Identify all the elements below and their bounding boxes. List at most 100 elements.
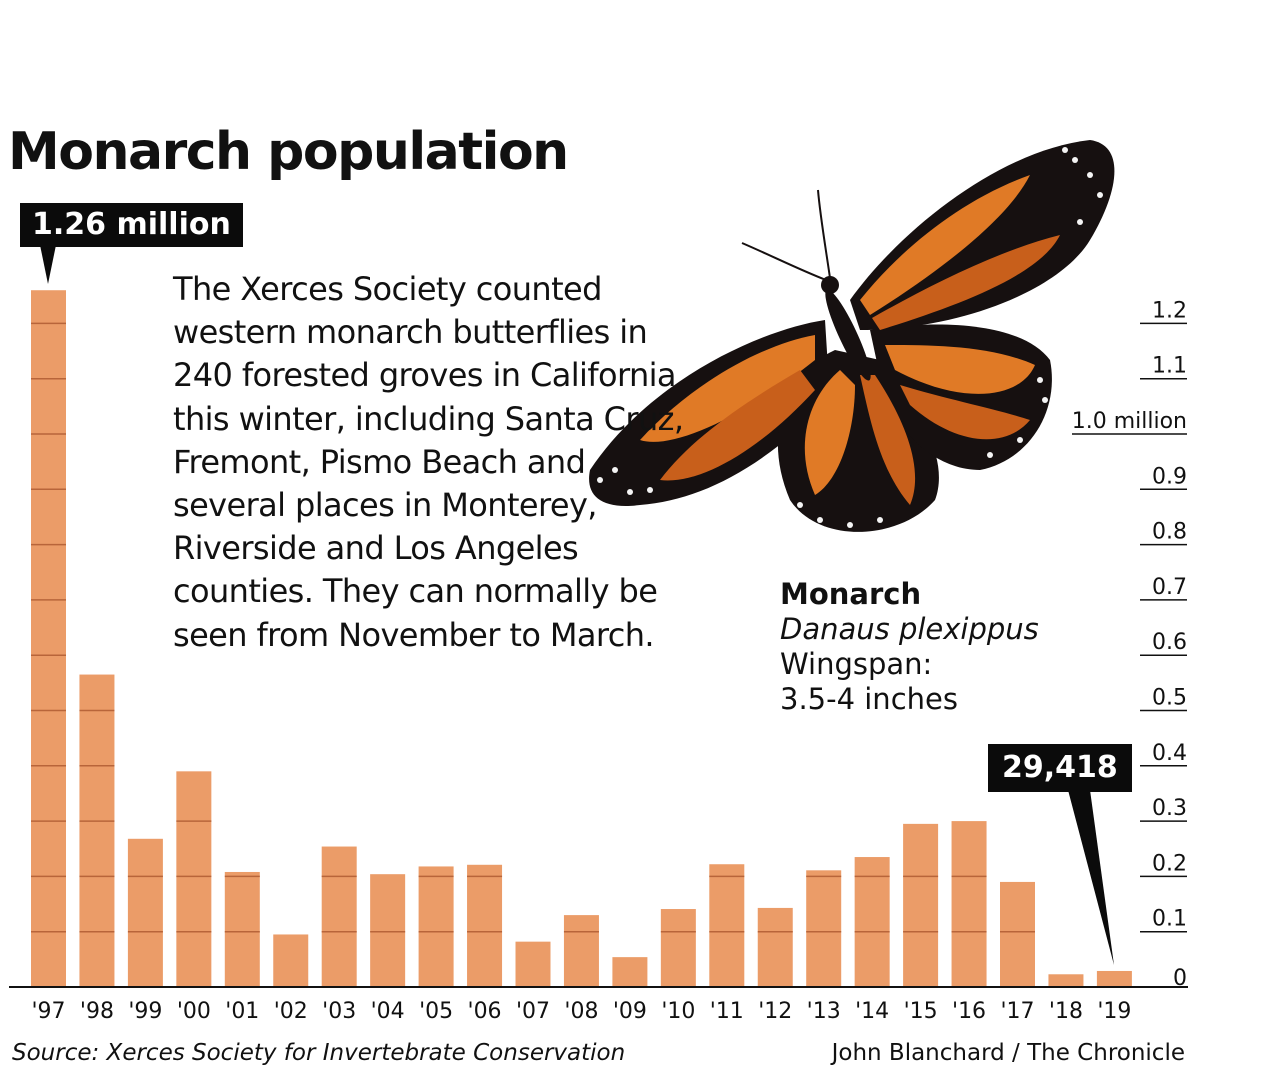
wingspan-value: 3.5-4 inches [780, 682, 958, 716]
bar-19 [1096, 970, 1132, 987]
x-tick-label: '99 [128, 999, 162, 1024]
peak-value-callout: 1.26 million [20, 203, 243, 247]
wing-white-spot [1062, 147, 1068, 153]
wing-white-spot [987, 452, 993, 458]
bar-99 [127, 838, 163, 987]
y-tick-label: 0.3 [1152, 796, 1187, 821]
species-common-name: Monarch [780, 577, 922, 611]
butterfly-antenna [741, 242, 827, 281]
y-tick-label: 0.4 [1152, 741, 1187, 766]
bar-97 [31, 290, 66, 988]
wing-orange-cell [804, 370, 855, 495]
species-info: Monarch Danaus plexippus Wingspan: 3.5-4… [780, 577, 1039, 717]
monarch-butterfly-image [589, 140, 1115, 532]
callout-pointers [40, 245, 1114, 965]
x-tick-label: '10 [661, 999, 695, 1024]
y-tick-label: 0.5 [1152, 686, 1187, 711]
x-tick-label: '16 [952, 999, 986, 1024]
x-tick-label: '17 [1000, 999, 1034, 1024]
y-tick-label: 1.2 [1152, 298, 1187, 323]
wing-orange-cell [640, 335, 815, 442]
bar-12 [757, 907, 793, 987]
x-tick-label: '97 [31, 999, 65, 1024]
bar-01 [224, 871, 260, 987]
y-tick-label: 1.0 million [1072, 409, 1187, 434]
bar-11 [709, 864, 745, 987]
species-scientific-name: Danaus plexippus [780, 612, 1039, 646]
bars [31, 290, 1132, 988]
bar-15 [903, 823, 939, 987]
wing-orange-cell [660, 370, 815, 481]
y-tick-label: 0.7 [1152, 575, 1187, 600]
chart-title: Monarch population [8, 122, 569, 182]
wing-orange-cell [860, 375, 916, 505]
x-tick-label: '13 [807, 999, 841, 1024]
x-tick-label: '98 [80, 999, 114, 1024]
wing-orange-cell [885, 345, 1035, 394]
x-tick-label: '11 [710, 999, 744, 1024]
wing-white-spot [1087, 172, 1093, 178]
bar-98 [79, 674, 115, 987]
y-tick-label: 0.6 [1152, 630, 1187, 655]
wing-white-spot [1042, 397, 1048, 403]
x-axis: '97 '98 '99 '00 '01 '02 '03 '04 '05 '06 '07 '08 '09 '… [9, 986, 1188, 1024]
wing-orange-cell [900, 385, 1030, 440]
x-tick-label: '14 [855, 999, 889, 1024]
wing-white-spot [1077, 219, 1083, 225]
butterfly-antenna [817, 189, 831, 279]
wing-white-spot [647, 487, 653, 493]
credit-note: John Blanchard / The Chronicle [831, 1040, 1185, 1066]
x-tick-label: '00 [177, 999, 211, 1024]
bar-05 [418, 866, 454, 987]
y-tick-label: 0.1 [1152, 907, 1187, 932]
wing-white-spot [1017, 437, 1023, 443]
x-tick-label: '05 [419, 999, 453, 1024]
y-tick-label: 0.8 [1152, 520, 1187, 545]
wing-orange-cell [872, 235, 1060, 330]
latest-callout-pointer [1068, 790, 1114, 965]
x-tick-label: '15 [904, 999, 938, 1024]
x-tick-label: '18 [1049, 999, 1083, 1024]
wing-white-spot [797, 502, 803, 508]
y-tick-label: 1.1 [1152, 354, 1187, 379]
wing-white-spot [1097, 192, 1103, 198]
bar-03 [321, 846, 357, 987]
x-tick-label: '12 [758, 999, 792, 1024]
x-tick-label: '07 [516, 999, 550, 1024]
peak-callout-pointer [40, 245, 56, 284]
butterfly-body [825, 289, 871, 381]
bar-09 [612, 957, 648, 987]
y-tick-label: 0 [1173, 966, 1187, 991]
wing-white-spot [597, 477, 603, 483]
wing-white-spot [877, 517, 883, 523]
bar-00 [176, 771, 212, 987]
wing-white-spot [847, 522, 853, 528]
wing-white-spot [627, 489, 633, 495]
wing-orange-cell [860, 175, 1030, 315]
wing-white-spot [817, 517, 823, 523]
x-tick-label: '19 [1097, 999, 1131, 1024]
x-tick-label: '08 [564, 999, 598, 1024]
x-tick-label: '09 [613, 999, 647, 1024]
bar-gridlines [31, 322, 1035, 933]
y-axis: 1.2 1.1 1.0 million 0.9 0.8 0.7 0.6 0.5 0.4 0.3 0.… [1072, 298, 1187, 991]
bar-04 [370, 874, 406, 987]
bar-13 [806, 870, 842, 987]
bar-10 [660, 909, 696, 987]
x-tick-label: '03 [322, 999, 356, 1024]
source-note: Source: Xerces Society for Invertebrate … [12, 1040, 626, 1066]
bar-02 [273, 934, 309, 987]
x-tick-label: '04 [371, 999, 405, 1024]
y-tick-label: 0.9 [1152, 464, 1187, 489]
bar-18 [1048, 974, 1084, 987]
wing-white-spot [1072, 157, 1078, 163]
x-tick-label: '06 [468, 999, 502, 1024]
latest-value-callout: 29,418 [988, 744, 1132, 792]
bar-07 [515, 941, 551, 987]
bar-06 [467, 864, 503, 987]
x-tick-label: '01 [225, 999, 259, 1024]
x-tick-label: '02 [274, 999, 308, 1024]
wing-white-spot [612, 467, 618, 473]
description-text: The Xerces Society counted western monar… [173, 270, 684, 654]
